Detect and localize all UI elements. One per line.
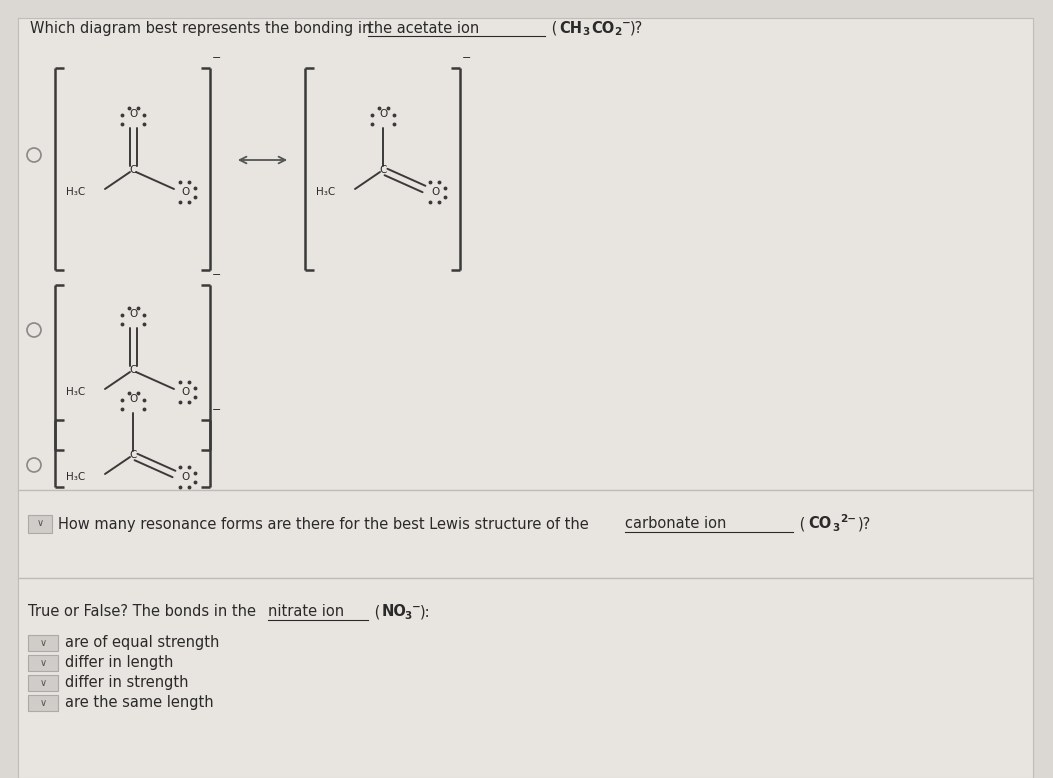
Text: ∨: ∨	[39, 698, 46, 707]
Bar	[28, 695, 58, 711]
Text: ∨: ∨	[39, 678, 46, 688]
Text: NO: NO	[382, 605, 406, 619]
Text: −: −	[212, 53, 221, 63]
Text: O: O	[128, 309, 137, 319]
Text: ∨: ∨	[37, 518, 43, 528]
Text: −: −	[212, 270, 221, 280]
Text: ):: ):	[420, 605, 431, 619]
Text: O: O	[181, 387, 190, 397]
Text: differ in length: differ in length	[65, 656, 174, 671]
Text: How many resonance forms are there for the best Lewis structure of the: How many resonance forms are there for t…	[58, 517, 594, 531]
Text: 3: 3	[404, 611, 412, 621]
Text: O: O	[128, 109, 137, 119]
Text: ∨: ∨	[39, 637, 46, 647]
Bar	[18, 18, 1033, 490]
Text: 2: 2	[614, 27, 621, 37]
Text: are of equal strength: are of equal strength	[65, 636, 219, 650]
Bar	[18, 578, 1033, 778]
Text: −: −	[622, 18, 631, 28]
Text: C: C	[379, 165, 386, 175]
Bar	[28, 515, 52, 533]
Text: 3: 3	[832, 523, 839, 533]
Text: O: O	[379, 109, 388, 119]
Text: the acetate ion: the acetate ion	[367, 20, 479, 36]
Text: O: O	[431, 187, 439, 197]
Text: H₃C: H₃C	[65, 472, 85, 482]
Text: True or False? The bonds in the: True or False? The bonds in the	[28, 605, 261, 619]
Text: C: C	[130, 450, 137, 460]
Text: nitrate ion: nitrate ion	[269, 605, 344, 619]
Text: −: −	[462, 53, 472, 63]
Bar	[28, 655, 58, 671]
Text: C: C	[130, 165, 137, 175]
Text: H₃C: H₃C	[65, 387, 85, 397]
Text: (: (	[547, 20, 557, 36]
Text: 2−: 2−	[840, 514, 856, 524]
Text: 3: 3	[582, 27, 590, 37]
Bar	[28, 635, 58, 651]
Bar	[18, 490, 1033, 578]
Text: )?: )?	[630, 20, 643, 36]
Text: CH: CH	[559, 20, 582, 36]
Text: O: O	[181, 187, 190, 197]
Text: C: C	[130, 365, 137, 375]
Text: ∨: ∨	[39, 657, 46, 668]
Text: carbonate ion: carbonate ion	[625, 517, 727, 531]
Text: H₃C: H₃C	[65, 187, 85, 197]
Text: CO: CO	[808, 517, 831, 531]
Text: )?: )?	[858, 517, 871, 531]
Text: O: O	[181, 472, 190, 482]
Text: −: −	[212, 405, 221, 415]
Text: O: O	[128, 394, 137, 404]
Text: −: −	[412, 602, 421, 612]
Bar	[28, 675, 58, 691]
Text: are the same length: are the same length	[65, 696, 214, 710]
Text: (: (	[795, 517, 806, 531]
Text: differ in strength: differ in strength	[65, 675, 188, 691]
Text: H₃C: H₃C	[316, 187, 335, 197]
Text: (: (	[370, 605, 380, 619]
Text: Which diagram best represents the bonding in: Which diagram best represents the bondin…	[29, 20, 376, 36]
Text: CO: CO	[591, 20, 614, 36]
